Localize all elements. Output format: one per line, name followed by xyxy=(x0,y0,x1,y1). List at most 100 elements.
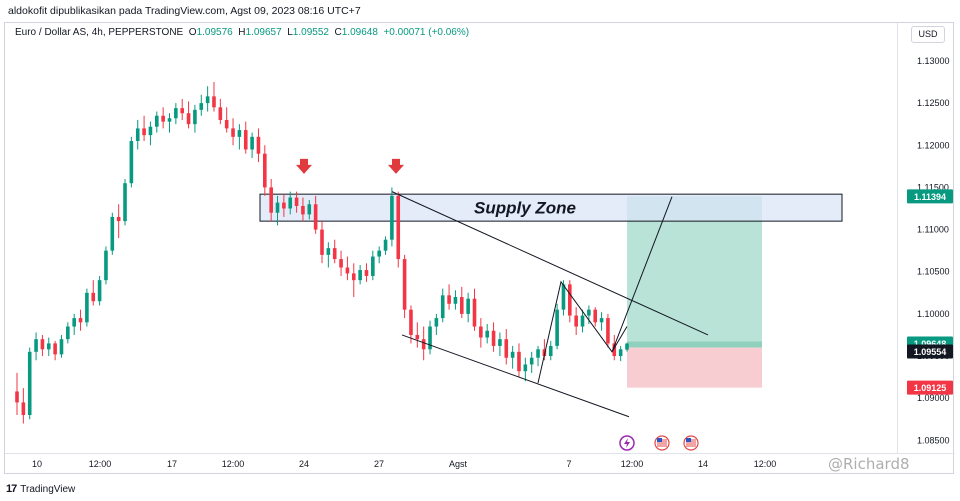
price-tick-label: 1.12000 xyxy=(917,140,950,150)
supply-zone-label: Supply Zone xyxy=(474,199,576,218)
time-tick-label: Agst xyxy=(449,459,468,469)
candle-body xyxy=(129,141,134,184)
price-tick-label: 1.13000 xyxy=(917,56,950,66)
symbol-name: Euro / Dollar AS, 4h, PEPPERSTONE xyxy=(15,27,184,38)
price-tick-label: 1.11500 xyxy=(917,182,949,192)
time-axis-divider xyxy=(5,453,955,454)
projection-line xyxy=(611,196,673,353)
candle-body xyxy=(237,130,242,137)
candle-body xyxy=(377,250,381,257)
candle-body xyxy=(104,250,108,281)
price-badge xyxy=(907,344,953,359)
candle-body xyxy=(250,136,254,150)
candle-body xyxy=(15,391,19,403)
candle-body xyxy=(218,107,223,120)
brand-name: TradingView xyxy=(20,483,76,495)
candle-body xyxy=(402,259,407,310)
candle-body xyxy=(593,309,598,323)
open-value: 1.09576 xyxy=(196,27,233,38)
candle-body xyxy=(21,402,26,416)
candle-body xyxy=(167,118,172,122)
candle-body xyxy=(555,309,559,346)
author-watermark: @Richard8 xyxy=(828,455,910,473)
candle-body xyxy=(606,318,610,344)
currency-badge[interactable]: USD xyxy=(911,26,945,43)
candle-body xyxy=(459,297,464,314)
price-badge-label: 1.09554 xyxy=(914,347,947,357)
candle-body xyxy=(561,284,566,310)
candle-body xyxy=(53,343,57,355)
candle-body xyxy=(78,318,83,323)
candle-body xyxy=(85,292,89,323)
candle-body xyxy=(256,136,261,154)
candle-body xyxy=(135,128,140,142)
time-tick-label: 12:00 xyxy=(222,459,245,469)
candle-body xyxy=(618,349,623,357)
candle-body xyxy=(383,239,388,251)
candle-body xyxy=(161,115,165,122)
entry-band xyxy=(627,341,762,348)
candle-body xyxy=(548,345,553,357)
candle-body xyxy=(485,330,490,338)
candle-body xyxy=(612,343,617,357)
candle-body xyxy=(275,202,280,213)
candle-body xyxy=(625,343,629,350)
price-tick-label: 1.10000 xyxy=(917,309,950,319)
tradingview-logo-icon: 17 xyxy=(6,483,17,495)
time-tick-label: 7 xyxy=(566,459,571,469)
tradingview-brand[interactable]: 17 TradingView xyxy=(6,481,75,497)
candle-body xyxy=(263,153,267,188)
candle-body xyxy=(110,216,115,251)
candle-body xyxy=(46,343,51,350)
candle-body xyxy=(326,248,331,255)
candle-body xyxy=(345,267,350,274)
candle-body xyxy=(351,273,356,281)
low-value: 1.09552 xyxy=(292,27,329,38)
candle-body xyxy=(599,318,604,323)
candle-body xyxy=(301,205,305,215)
candle-body xyxy=(498,339,502,346)
us-flag-icon[interactable] xyxy=(683,435,699,451)
candle-body xyxy=(66,326,70,340)
candle-body xyxy=(231,128,235,137)
candle-body xyxy=(34,339,38,352)
down-arrow-icon xyxy=(296,158,312,174)
price-badge xyxy=(907,189,953,204)
candle-body xyxy=(148,126,153,136)
time-tick-label: 12:00 xyxy=(754,459,777,469)
candle-body xyxy=(174,108,178,119)
candle-body xyxy=(472,298,477,327)
us-flag-icon[interactable] xyxy=(654,435,670,451)
candle-body xyxy=(371,256,375,276)
change-value: +0.00071 (+0.06%) xyxy=(383,27,470,38)
time-tick-label: 27 xyxy=(374,459,384,469)
high-value: 1.09657 xyxy=(245,27,282,38)
price-tick-label: 1.12500 xyxy=(917,98,950,108)
price-chart[interactable]: Supply Zone 1.13000 1.12500 1.12000 1.11500 1… xyxy=(5,23,955,475)
time-tick-label: 14 xyxy=(698,459,708,469)
candle-body xyxy=(364,270,369,276)
chart-frame[interactable]: Euro / Dollar AS, 4h, PEPPERSTONE O1.095… xyxy=(4,22,955,475)
candle-body xyxy=(186,113,191,125)
price-axis-divider xyxy=(897,23,898,453)
candle-body xyxy=(320,229,324,255)
price-badge-label: 1.09125 xyxy=(914,383,947,393)
candle-body xyxy=(574,315,578,327)
candle-body xyxy=(504,339,509,358)
lightning-icon[interactable] xyxy=(619,435,635,451)
candle-body xyxy=(224,119,229,129)
candle-body xyxy=(479,326,483,338)
stop-loss-zone xyxy=(627,347,762,388)
candle-body xyxy=(536,349,540,358)
candle-body xyxy=(193,109,197,125)
time-tick-label: 10 xyxy=(32,459,42,469)
candle-body xyxy=(440,295,445,319)
candle-body xyxy=(466,298,470,314)
candle-body xyxy=(142,128,146,136)
candle-body xyxy=(123,183,127,222)
candle-body xyxy=(358,270,362,281)
candle-body xyxy=(91,292,96,302)
candle-body xyxy=(116,216,121,222)
symbol-legend: Euro / Dollar AS, 4h, PEPPERSTONE O1.095… xyxy=(15,27,470,38)
candle-body xyxy=(180,108,185,114)
